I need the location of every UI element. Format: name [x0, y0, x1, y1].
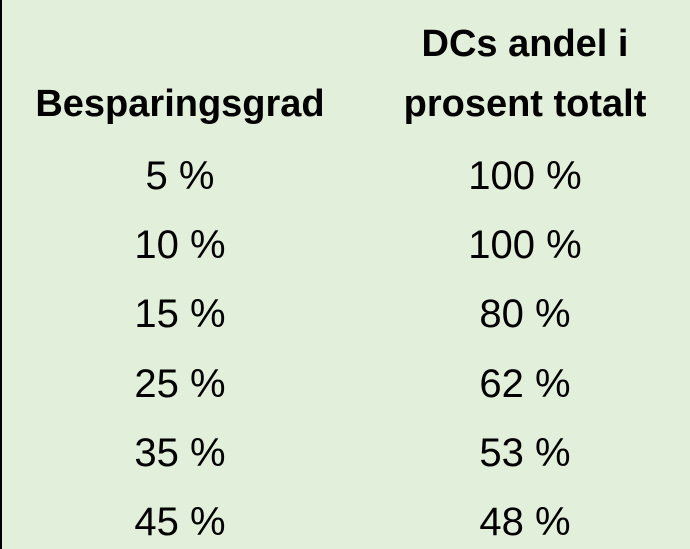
table-cell: 10 % [134, 223, 226, 268]
table-cell: 35 % [134, 430, 226, 475]
table-cell: 15 % [134, 292, 226, 337]
table-cell: 62 % [479, 361, 571, 406]
table-cell: 25 % [134, 361, 226, 406]
table-cell: 5 % [145, 154, 215, 198]
header-cell: Besparingsgrad [35, 83, 325, 125]
table-cell: 48 % [479, 500, 571, 544]
table-cell: 100 % [468, 223, 582, 268]
header-cell: DCs andel i [421, 23, 629, 65]
header-cell: prosent totalt [403, 83, 647, 125]
table-cell: 80 % [479, 292, 571, 337]
table-cell: 100 % [468, 154, 582, 198]
table-cell: 53 % [479, 430, 571, 475]
table-cell: 45 % [134, 500, 226, 544]
